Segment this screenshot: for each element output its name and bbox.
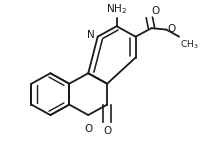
Text: O: O (152, 6, 160, 16)
Text: NH$_2$: NH$_2$ (106, 3, 127, 16)
Text: O: O (167, 24, 176, 34)
Text: CH$_3$: CH$_3$ (180, 38, 199, 51)
Text: O: O (84, 124, 92, 134)
Text: O: O (103, 126, 111, 136)
Text: N: N (87, 30, 95, 40)
